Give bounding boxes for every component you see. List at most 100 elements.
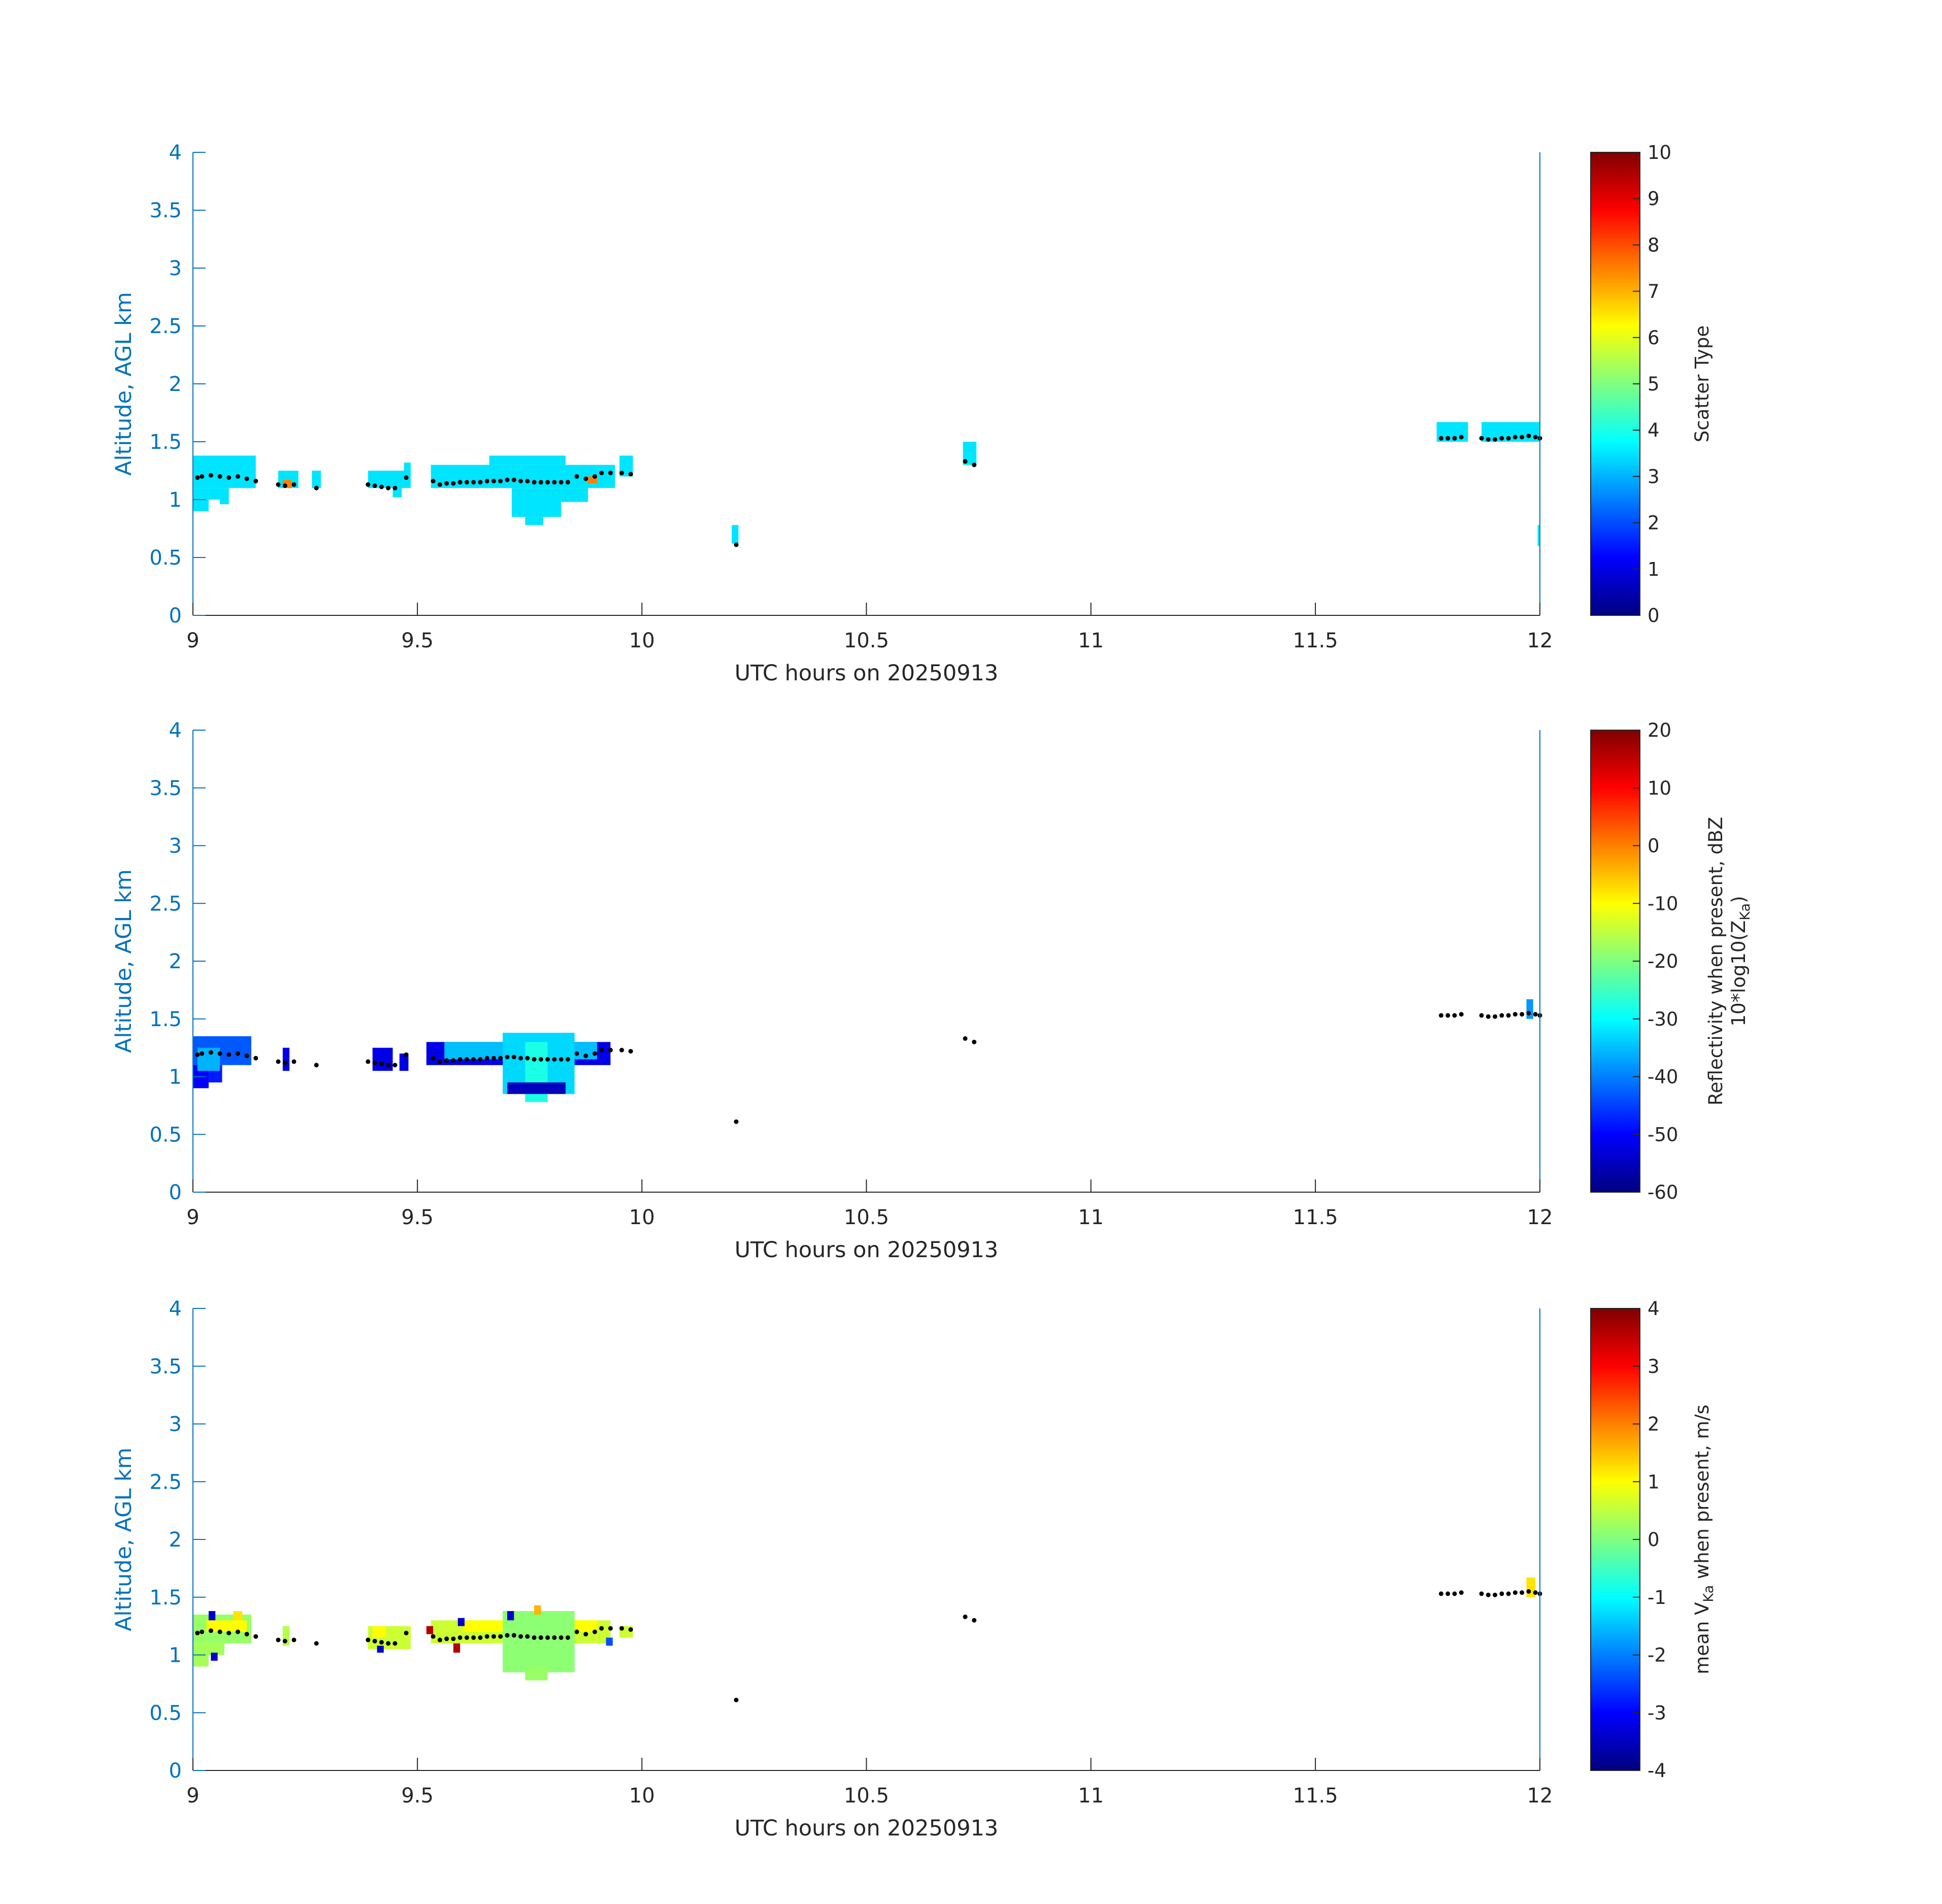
cloud-base-point [484,479,489,484]
colorbar: -4 -3 -2 -1 0 1 2 3 4 mean VKa when present, m/s [1590,1298,1717,1782]
cloud-base-point [379,1061,384,1066]
cloud-base-point [1533,1590,1538,1595]
cloud-base-point [386,485,391,490]
cloud-base-point [200,1629,205,1634]
colorbar-tick-label: -20 [1648,950,1678,972]
colorbar: -60 -50 -40 -30 -20 -10 0 10 20 Reflectivity when… [1590,719,1753,1203]
x-tick-label: 11.5 [1293,1784,1338,1808]
cloud-base-point [372,1638,377,1644]
colorbar-tick-label: -2 [1648,1645,1666,1666]
cloud-base-point [491,479,497,484]
y-axis-label: Altitude, AGL km [111,869,137,1053]
cloud-base-point [235,1629,240,1634]
heatmap-cells [193,422,1540,546]
colorbar-tick-label: 10 [1648,142,1671,163]
y-tick-label: 3 [169,1413,182,1436]
cloud-base-point [498,479,503,484]
cloud-base-point [244,1054,249,1059]
cloud-base-point [505,477,510,482]
cloud-base-point [552,480,557,485]
cloud-base-point [226,475,232,480]
colorbar-tick-label: 3 [1648,1356,1660,1377]
colorbar-label: mean VKa when present, m/s [1691,1404,1717,1674]
cloud-base-point [392,1641,398,1646]
colorbar-tick-label: -40 [1648,1066,1678,1088]
colorbar-tick-label: -50 [1648,1124,1678,1145]
heatmap-cell [511,488,562,517]
y-tick-label: 1.5 [149,431,182,454]
cloud-base-point [1512,1012,1518,1017]
cloud-base-point [431,1634,436,1639]
cloud-base-point [1493,1014,1498,1019]
heatmap-cell [1537,525,1540,546]
cloud-base-point [734,542,739,547]
colorbar-tick-label: -4 [1648,1760,1666,1782]
cloud-base-point [195,1630,200,1635]
cloud-base-point [1520,1012,1525,1017]
cloud-base-point [478,1057,483,1062]
cloud-base-point [538,1635,543,1640]
cloud-base-point [511,1633,516,1638]
y-tick-label: 1 [169,1066,182,1089]
cloud-base-points [195,1589,1542,1702]
x-tick-label: 10.5 [844,1784,889,1808]
cloud-base-point [574,1629,579,1634]
x-tick-label: 10.5 [844,629,889,652]
cloud-base-point [386,1063,391,1068]
cloud-base-point [431,1056,436,1061]
colorbar-tick-label: 6 [1648,327,1660,349]
cloud-base-point [471,480,476,485]
cloud-base-point [592,1051,597,1056]
cloud-base-point [1438,436,1443,441]
cloud-base-point [1479,1591,1484,1596]
heatmap-cell [489,455,566,465]
colorbar-bar [1590,1308,1640,1771]
cloud-base-point [437,482,442,487]
cloud-base-point [404,1630,409,1635]
cloud-base-point [558,480,564,485]
colorbar-tick-label: 4 [1648,1298,1660,1320]
x-tick-label: 9.5 [401,629,434,652]
cloud-base-point [1499,1591,1504,1596]
cloud-base-point [208,1628,213,1633]
cloud-base-point [552,1057,557,1062]
colorbar-tick-label: 1 [1648,559,1660,580]
cloud-base-point [366,482,371,487]
x-tick-label: 9.5 [401,1206,434,1229]
cloud-base-point [583,476,588,481]
x-tick-label: 11 [1078,1784,1104,1808]
cloud-base-point [963,459,968,464]
heatmap-cell [503,1611,575,1672]
cloud-base-point [972,463,977,468]
cloud-base-point [525,1056,530,1061]
y-axis-label: Altitude, AGL km [111,292,137,476]
heatmap-cell [404,463,411,471]
heatmap-cell [312,471,321,488]
cloud-base-point [235,474,240,479]
colorbar-tick-label: 5 [1648,373,1660,395]
y-tick-label: 4 [169,1297,182,1321]
y-tick-label: 0.5 [149,1701,182,1725]
cloud-base-point [532,1635,537,1640]
colorbar-tick-label: 10 [1648,777,1671,799]
heatmap-cell [372,1626,386,1638]
colorbar-tick-label: 8 [1648,234,1660,256]
y-tick-label: 0 [169,604,182,628]
y-tick-label: 1 [169,488,182,512]
colorbar-label-text: 10*log10(Z [1728,921,1750,1027]
cloud-base-point [392,1063,398,1068]
cloud-base-point [404,1052,409,1057]
x-tick-label: 11.5 [1293,1206,1338,1229]
heatmap-cell [392,488,402,498]
cloud-base-point [366,1637,371,1643]
cloud-base-point [558,1057,564,1062]
x-tick-label: 9 [186,1784,199,1808]
cloud-base-point [195,1052,200,1057]
cloud-base-point [532,1057,537,1062]
cloud-base-point [404,475,409,480]
cloud-base-point [545,1057,550,1062]
heatmap-cell [431,465,615,488]
y-tick-label: 2.5 [149,892,182,915]
colorbar-tick-label: 0 [1648,605,1660,627]
